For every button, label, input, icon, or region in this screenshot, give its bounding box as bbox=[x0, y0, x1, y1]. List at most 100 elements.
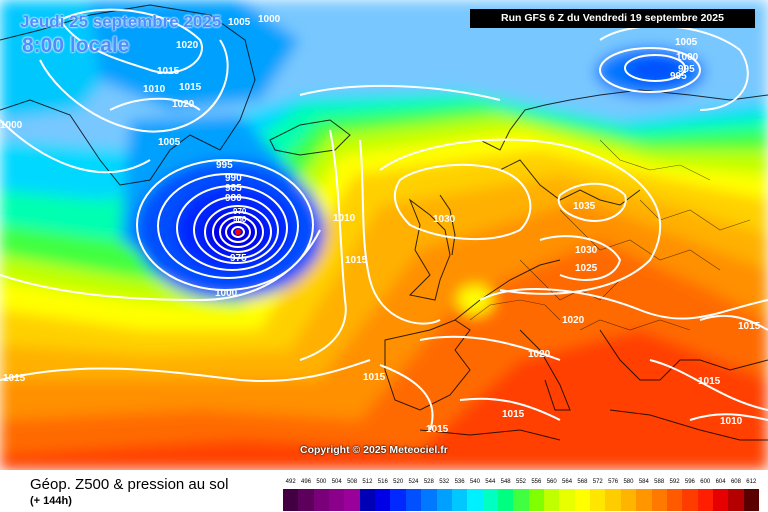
legend-swatch bbox=[528, 489, 545, 511]
legend-swatch bbox=[482, 489, 499, 511]
legend-swatch bbox=[666, 489, 683, 511]
copyright-notice: Copyright © 2025 Meteociel.fr bbox=[300, 444, 448, 456]
legend-swatch bbox=[298, 489, 315, 511]
isobar-label: 1000 bbox=[0, 120, 23, 131]
legend-swatch bbox=[451, 489, 468, 511]
legend-value: 592 bbox=[669, 479, 680, 485]
legend-value: 508 bbox=[347, 479, 358, 485]
legend-value: 568 bbox=[577, 479, 588, 485]
isobar-label: 1015 bbox=[502, 409, 525, 420]
legend-value: 544 bbox=[485, 479, 496, 485]
legend-swatch bbox=[544, 489, 560, 511]
legend-swatch bbox=[728, 489, 745, 511]
isobar-label: 975 bbox=[230, 253, 247, 264]
isobar-label: 1015 bbox=[698, 376, 721, 387]
legend-value: 588 bbox=[654, 479, 665, 485]
legend-value: 532 bbox=[439, 479, 450, 485]
isobar-label: 980 bbox=[225, 193, 242, 204]
legend-swatch bbox=[697, 489, 714, 511]
legend-value: 520 bbox=[393, 479, 404, 485]
isobar-label: 1020 bbox=[176, 40, 199, 51]
isobar-label: 970 bbox=[233, 207, 247, 216]
isobar-label: 990 bbox=[225, 173, 242, 184]
isobar-label: 1015 bbox=[179, 82, 202, 93]
legend-value: 552 bbox=[515, 479, 526, 485]
legend-swatch bbox=[605, 489, 622, 511]
isobar-label: 1020 bbox=[172, 99, 195, 110]
legend-value: 512 bbox=[362, 479, 373, 485]
low-pressure-marker bbox=[235, 229, 241, 235]
legend-swatch bbox=[574, 489, 591, 511]
color-legend: 492 496 500 504 508 512 516 520 524 528 532 536 540 5… bbox=[283, 479, 760, 511]
isobar-label: 1000 bbox=[215, 288, 238, 299]
isobar-label: 1015 bbox=[345, 255, 368, 266]
isobar-label: 1020 bbox=[562, 315, 585, 326]
isobar-label: 960 bbox=[233, 215, 247, 224]
legend-swatch bbox=[682, 489, 699, 511]
isobar-label: 995 bbox=[216, 160, 233, 171]
legend-value: 540 bbox=[469, 479, 480, 485]
legend-value: 496 bbox=[301, 479, 312, 485]
legend-value: 504 bbox=[331, 479, 342, 485]
legend-swatch bbox=[344, 489, 361, 511]
legend-value: 548 bbox=[500, 479, 511, 485]
coastlines bbox=[0, 4, 768, 441]
legend-swatch bbox=[467, 489, 484, 511]
legend-value: 580 bbox=[623, 479, 634, 485]
legend-value: 604 bbox=[715, 479, 726, 485]
isobar-label: 1010 bbox=[720, 416, 743, 427]
isobar-label: 1020 bbox=[528, 349, 551, 360]
isobar-labels: 1005 1000 1020 1015 1010 1015 1020 1000 … bbox=[0, 14, 761, 435]
forecast-map: 1005 1000 1020 1015 1010 1015 1020 1000 … bbox=[0, 0, 768, 470]
legend-bar bbox=[283, 489, 760, 511]
legend-swatch bbox=[375, 489, 391, 511]
legend-value: 492 bbox=[285, 479, 296, 485]
isobar-label: 1035 bbox=[573, 201, 596, 212]
legend-swatch bbox=[329, 489, 345, 511]
legend-swatch bbox=[559, 489, 576, 511]
forecast-time: 8:00 locale bbox=[22, 34, 130, 57]
isobar-label: 1030 bbox=[575, 245, 598, 256]
legend-labels: 492 496 500 504 508 512 516 520 524 528 532 536 540 5… bbox=[283, 479, 759, 488]
isobar-label: 1015 bbox=[738, 321, 761, 332]
legend-value: 560 bbox=[546, 479, 557, 485]
legend-value: 608 bbox=[730, 479, 741, 485]
legend-swatch bbox=[590, 489, 606, 511]
borders bbox=[469, 139, 751, 331]
isobar-label: 1005 bbox=[675, 37, 698, 48]
legend-swatch bbox=[712, 489, 729, 511]
isobar-label: 995 bbox=[678, 64, 695, 75]
forecast-date: Jeudi 25 septembre 2025 bbox=[20, 12, 222, 31]
legend-value: 516 bbox=[377, 479, 388, 485]
legend-value: 528 bbox=[423, 479, 434, 485]
legend-swatch bbox=[620, 489, 637, 511]
map-title: Géop. Z500 & pression au sol bbox=[30, 476, 229, 493]
isobar-label: 1015 bbox=[157, 66, 180, 77]
isobar-label: 985 bbox=[225, 183, 242, 194]
isobars bbox=[0, 8, 768, 431]
legend-swatch bbox=[636, 489, 652, 511]
footer: Géop. Z500 & pression au sol (+ 144h) 49… bbox=[0, 470, 768, 512]
legend-value: 584 bbox=[638, 479, 649, 485]
legend-value: 600 bbox=[700, 479, 711, 485]
isobar-label: 1005 bbox=[228, 17, 251, 28]
legend-value: 596 bbox=[684, 479, 695, 485]
forecast-lead-time: (+ 144h) bbox=[30, 495, 72, 507]
geopotential-field bbox=[0, 0, 768, 470]
isobar-label: 1015 bbox=[3, 373, 26, 384]
isobar-label: 1030 bbox=[433, 214, 456, 225]
legend-value: 524 bbox=[408, 479, 419, 485]
isobar-label: 1000 bbox=[676, 52, 699, 63]
legend-swatch bbox=[421, 489, 438, 511]
legend-swatch bbox=[513, 489, 530, 511]
legend-swatch bbox=[313, 489, 330, 511]
legend-value: 576 bbox=[608, 479, 619, 485]
legend-value: 612 bbox=[746, 479, 757, 485]
legend-swatch bbox=[359, 489, 376, 511]
isobar-label: 1000 bbox=[258, 14, 281, 25]
isobar-label: 1015 bbox=[426, 424, 449, 435]
isobar-label: 1025 bbox=[575, 263, 598, 274]
legend-swatch bbox=[497, 489, 514, 511]
isobar-label: 1015 bbox=[363, 372, 386, 383]
legend-swatch bbox=[651, 489, 668, 511]
